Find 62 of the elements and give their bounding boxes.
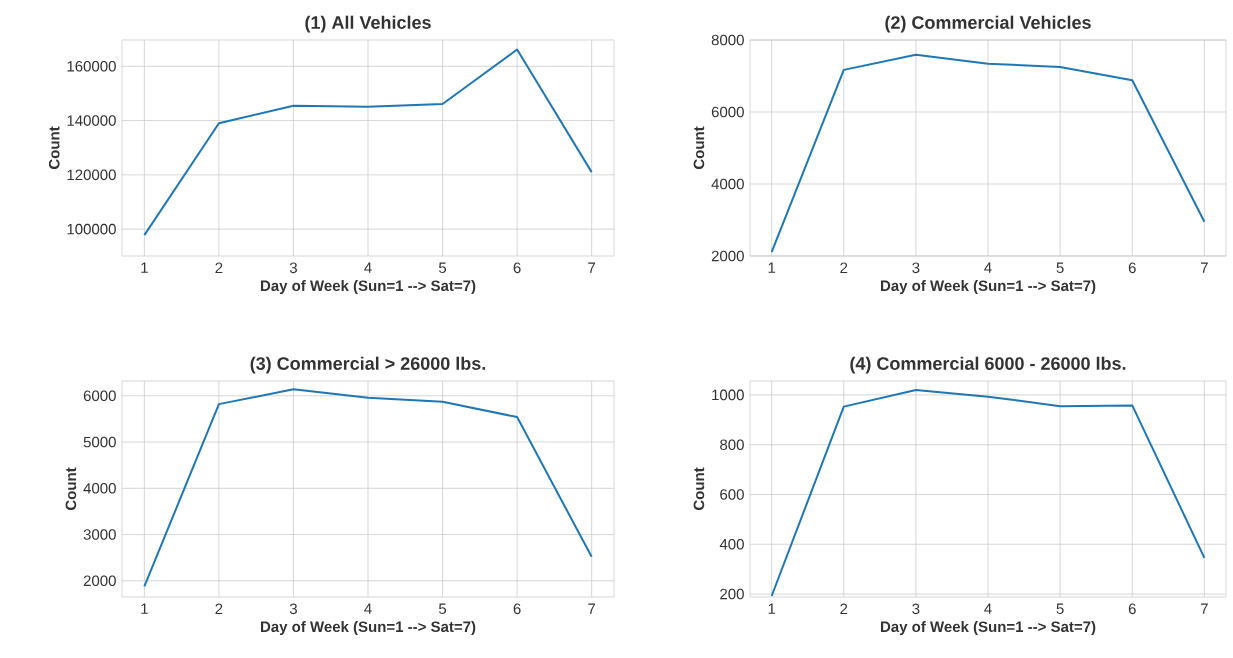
x-tick-label: 6 [1128, 603, 1136, 615]
x-tick-label: 5 [438, 262, 447, 273]
chart-title: (4) Commercial 6000 - 26000 lbs. [850, 356, 1126, 374]
line-series [143, 48, 593, 237]
y-tick-label: 3000 [83, 529, 116, 540]
y-tick-label: 200 [720, 588, 744, 600]
y-tick-label: 4000 [711, 178, 744, 190]
chart-title: (1) All Vehicles [305, 15, 431, 33]
x-tick-label: 2 [215, 262, 223, 273]
y-tick-label: 6000 [711, 106, 744, 118]
x-tick-label: 6 [1128, 262, 1136, 274]
x-tick-label: 4 [364, 603, 372, 614]
y-tick-label: 2000 [711, 250, 744, 262]
x-axis-title: Day of Week (Sun=1 --> Sat=7) [880, 621, 1096, 635]
y-tick-label: 4000 [83, 482, 116, 494]
x-tick-label: 1 [768, 262, 776, 273]
y-axis-title: Count [693, 126, 705, 170]
y-tick-label: 800 [720, 439, 744, 451]
x-tick-label: 3 [289, 603, 297, 615]
x-tick-label: 7 [1200, 603, 1208, 614]
y-axis-title: Count [48, 126, 60, 170]
x-tick-label: 3 [289, 262, 297, 274]
x-tick-label: 1 [768, 603, 776, 614]
y-tick-label: 8000 [711, 34, 744, 46]
line-series [143, 388, 593, 588]
chart-title: (2) Commercial Vehicles [885, 15, 1091, 33]
x-tick-label: 1 [141, 262, 148, 273]
y-tick-label: 6000 [83, 390, 116, 402]
x-tick-label: 5 [1056, 603, 1064, 614]
x-tick-label: 3 [912, 603, 920, 615]
x-tick-label: 4 [984, 603, 992, 614]
x-tick-label: 7 [588, 262, 596, 273]
line-series [770, 53, 1206, 254]
y-tick-label: 2000 [83, 575, 116, 587]
x-axis-title: Day of Week (Sun=1 --> Sat=7) [880, 280, 1096, 294]
x-tick-label: 6 [513, 603, 521, 615]
x-tick-label: 1 [141, 603, 148, 614]
x-tick-label: 2 [840, 603, 848, 615]
x-tick-label: 5 [1056, 262, 1064, 273]
y-axis-title: Count [693, 467, 705, 511]
x-tick-label: 7 [1200, 262, 1208, 273]
x-tick-label: 2 [840, 262, 848, 273]
y-tick-label: 400 [719, 538, 744, 550]
y-tick-label: 120000 [67, 169, 116, 181]
x-tick-label: 5 [438, 603, 447, 614]
y-tick-label: 140000 [67, 115, 116, 126]
y-tick-label: 600 [720, 489, 744, 500]
chart-title: (3) Commercial > 26000 lbs. [250, 356, 486, 374]
y-axis-title: Count [65, 467, 77, 511]
x-axis-title: Day of Week (Sun=1 --> Sat=7) [260, 621, 476, 635]
x-tick-label: 6 [513, 262, 521, 274]
x-tick-label: 2 [215, 603, 223, 615]
x-tick-label: 4 [984, 262, 992, 273]
y-tick-label: 1000 [712, 389, 744, 401]
y-tick-label: 100000 [67, 223, 116, 235]
x-tick-label: 3 [912, 262, 920, 274]
y-tick-label: 5000 [83, 436, 116, 448]
line-series [770, 388, 1206, 597]
x-tick-label: 7 [588, 603, 596, 614]
x-axis-title: Day of Week (Sun=1 --> Sat=7) [260, 280, 476, 294]
x-tick-label: 4 [364, 262, 372, 273]
y-tick-label: 160000 [67, 61, 116, 72]
